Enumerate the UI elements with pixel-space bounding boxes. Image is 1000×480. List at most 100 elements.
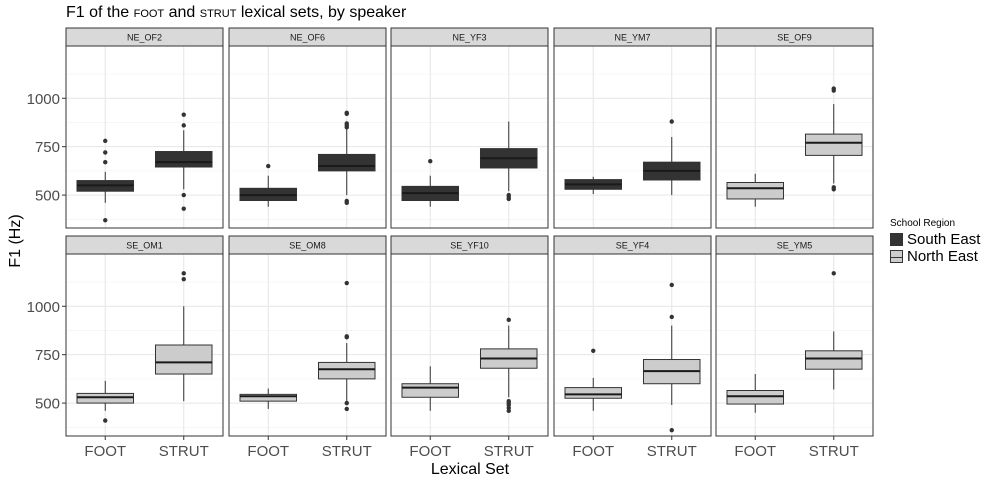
panel-background [229, 254, 386, 436]
box-iqr [564, 387, 623, 399]
panel-border [553, 253, 712, 437]
panel-ne-of2: NE_OF2 500 750 1000 [27, 27, 224, 229]
facet-label: NE_YF3 [452, 33, 486, 43]
facet-label: SE_OM1 [126, 241, 163, 251]
panel-se-of9: SE_OF9 [715, 27, 874, 229]
panel-background [716, 254, 873, 436]
box-foot [726, 374, 785, 413]
box-strut [317, 280, 376, 412]
outlier-point [831, 86, 836, 91]
chart-title: F1 of the foot and strut lexical sets, b… [66, 4, 406, 22]
box-iqr [726, 182, 785, 200]
legend-key-north-east [890, 250, 903, 263]
panel-background [66, 46, 223, 228]
box-foot [401, 159, 460, 207]
y-tick-label: 1000 [27, 299, 60, 316]
box-iqr [317, 361, 376, 380]
outlier-point [181, 123, 186, 128]
outlier-point [344, 280, 349, 286]
box-foot [726, 173, 785, 207]
title-part-strut: strut [199, 4, 237, 21]
box-foot [239, 163, 298, 207]
panel-se-yf10: SE_YF10 FOOT STRUT [390, 235, 549, 460]
outlier-point [669, 119, 674, 124]
title-part-5: lexical sets, by speaker [236, 4, 407, 21]
x-tick-label: FOOT [409, 443, 451, 460]
outlier-point [831, 271, 836, 276]
panel-ne-yf3: NE_YF3 [390, 27, 549, 229]
facet-label: SE_YF10 [450, 241, 489, 251]
y-tick-label: 500 [35, 396, 60, 413]
outlier-point [181, 271, 186, 276]
x-axis-title: Lexical Set [431, 461, 510, 478]
facet-label: SE_YF4 [616, 241, 650, 251]
outlier-point [428, 159, 433, 164]
box-strut [154, 112, 213, 211]
box-strut [642, 119, 701, 196]
box-foot [564, 176, 623, 195]
outlier-point [103, 138, 108, 144]
box-iqr [239, 393, 298, 402]
box-foot [564, 348, 623, 411]
panel-border [228, 253, 387, 437]
panel-ne-ym7: NE_YM7 [553, 27, 712, 229]
x-tick-label: STRUT [647, 443, 697, 460]
box-iqr [401, 383, 460, 398]
panel-se-yf4: SE_YF4 FOOT STRUT [553, 235, 712, 460]
x-tick-label: FOOT [734, 443, 776, 460]
panel-border [390, 253, 549, 437]
panel-border [228, 45, 387, 229]
outlier-point [103, 150, 108, 155]
panel-background [554, 46, 711, 228]
box-foot [401, 366, 460, 411]
outlier-point [506, 192, 511, 198]
outlier-point [591, 348, 596, 354]
facet-label: SE_OF9 [777, 33, 812, 43]
box-iqr [317, 153, 376, 172]
facet-label: SE_OM8 [289, 241, 326, 251]
x-tick-label: STRUT [159, 443, 209, 460]
box-strut [154, 271, 213, 402]
outlier-point [506, 317, 511, 323]
panel-border [65, 253, 224, 437]
panel-border [390, 45, 549, 229]
facet-label: NE_YM7 [614, 33, 650, 43]
outlier-point [103, 418, 108, 423]
outlier-point [103, 159, 108, 165]
box-strut [804, 271, 863, 390]
box-iqr [804, 350, 863, 370]
box-iqr [154, 151, 213, 168]
outlier-point [669, 282, 674, 288]
x-tick-label: STRUT [322, 443, 372, 460]
legend: School Region South East North East [890, 218, 980, 265]
box-foot [239, 388, 298, 409]
box-foot [76, 138, 135, 223]
title-part-1: F1 of the [66, 4, 134, 21]
outlier-point [669, 427, 674, 433]
outlier-point [344, 406, 349, 412]
box-strut [479, 121, 538, 202]
y-axis-title: F1 (Hz) [7, 214, 24, 267]
box-strut [804, 86, 863, 192]
panel-se-om8: SE_OM8 FOOT STRUT [228, 235, 387, 460]
x-tick-label: FOOT [247, 443, 289, 460]
y-tick-label: 750 [35, 347, 60, 364]
outlier-point [831, 185, 836, 190]
panel-ne-of6: NE_OF6 [228, 27, 387, 229]
outlier-point [181, 276, 186, 282]
outlier-point [181, 192, 186, 198]
legend-label-north-east: North East [907, 248, 978, 265]
facet-label: SE_YM5 [777, 241, 813, 251]
outlier-point [181, 112, 186, 117]
legend-label-south-east: South East [907, 231, 981, 248]
panel-border [65, 45, 224, 229]
title-part-3: and [164, 4, 200, 21]
facet-label: NE_OF6 [290, 33, 325, 43]
outlier-point [344, 334, 349, 339]
legend-item-south-east: South East [890, 231, 980, 248]
outlier-point [181, 206, 186, 211]
outlier-point [669, 314, 674, 320]
x-tick-label: STRUT [484, 443, 534, 460]
outlier-point [506, 398, 511, 404]
